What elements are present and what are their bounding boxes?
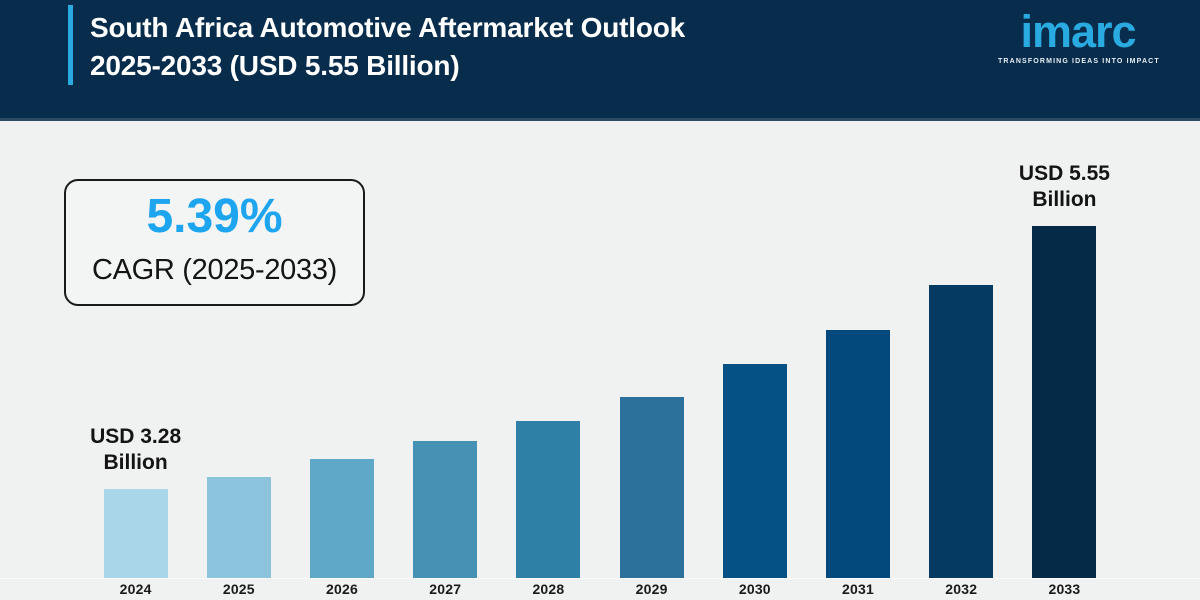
x-axis-label-2025: 2025 bbox=[222, 581, 255, 597]
bar-2027 bbox=[413, 441, 478, 578]
bar-2025 bbox=[206, 477, 271, 578]
bar-value-label-2033: USD 5.55 Billion bbox=[1018, 162, 1110, 211]
bar-column-2028: 2028 bbox=[497, 144, 600, 600]
bar-column-2025: 2025 bbox=[187, 144, 290, 600]
bar-2031 bbox=[826, 330, 891, 578]
x-axis-label-2031: 2031 bbox=[842, 581, 874, 597]
chart-baseline bbox=[0, 578, 1200, 579]
bar-column-2026: 2026 bbox=[290, 144, 393, 600]
bar-2028 bbox=[516, 421, 581, 578]
bar-column-2032: 2032 bbox=[910, 144, 1013, 600]
bar-2026 bbox=[310, 459, 374, 578]
page-title-line2: 2025-2033 (USD 5.55 Billion) bbox=[90, 50, 460, 81]
bar-2030 bbox=[722, 364, 787, 578]
bar-column-2027: 2027 bbox=[394, 144, 497, 600]
cagr-value: 5.39% bbox=[146, 190, 283, 243]
bar-2024 bbox=[103, 489, 168, 578]
page-title-line1: South Africa Automotive Aftermarket Outl… bbox=[90, 12, 686, 43]
x-axis-label-2032: 2032 bbox=[945, 581, 978, 597]
imarc-logo-wordmark: imarc bbox=[1020, 6, 1136, 57]
bar-column-2024: USD 3.28 Billion 2024 bbox=[84, 144, 187, 600]
x-axis-label-2027: 2027 bbox=[429, 581, 462, 597]
page-title: South Africa Automotive Aftermarket Outl… bbox=[90, 9, 685, 85]
bar-2032 bbox=[929, 285, 994, 578]
bar-column-2031: 2031 bbox=[806, 144, 909, 600]
bar-chart: USD 3.28 Billion 2024 2025 2026 2027 2028 2029 2… bbox=[84, 144, 1116, 600]
x-axis-label-2028: 2028 bbox=[532, 581, 565, 597]
title-accent-bar bbox=[68, 5, 73, 85]
bar-2033 bbox=[1032, 226, 1097, 578]
cagr-callout-box: 5.39% CAGR (2025-2033) bbox=[64, 179, 365, 306]
x-axis-label-2024: 2024 bbox=[119, 581, 152, 597]
x-axis-label-2033: 2033 bbox=[1048, 581, 1081, 597]
x-axis-label-2029: 2029 bbox=[635, 581, 668, 597]
imarc-logo: imarc TRANSFORMING IDEAS INTO IMPACT bbox=[998, 6, 1160, 66]
bar-column-2033: USD 5.55 Billion 2033 bbox=[1013, 144, 1116, 600]
bar-column-2030: 2030 bbox=[703, 144, 806, 600]
x-axis-label-2026: 2026 bbox=[326, 581, 358, 597]
cagr-label: CAGR (2025-2033) bbox=[91, 254, 338, 286]
bar-value-label-2024: USD 3.28 Billion bbox=[90, 425, 182, 474]
x-axis-label-2030: 2030 bbox=[738, 581, 771, 597]
bar-column-2029: 2029 bbox=[600, 144, 703, 600]
imarc-logo-tagline: TRANSFORMING IDEAS INTO IMPACT bbox=[998, 58, 1160, 65]
header: South Africa Automotive Aftermarket Outl… bbox=[0, 0, 1200, 121]
bar-2029 bbox=[619, 397, 684, 578]
